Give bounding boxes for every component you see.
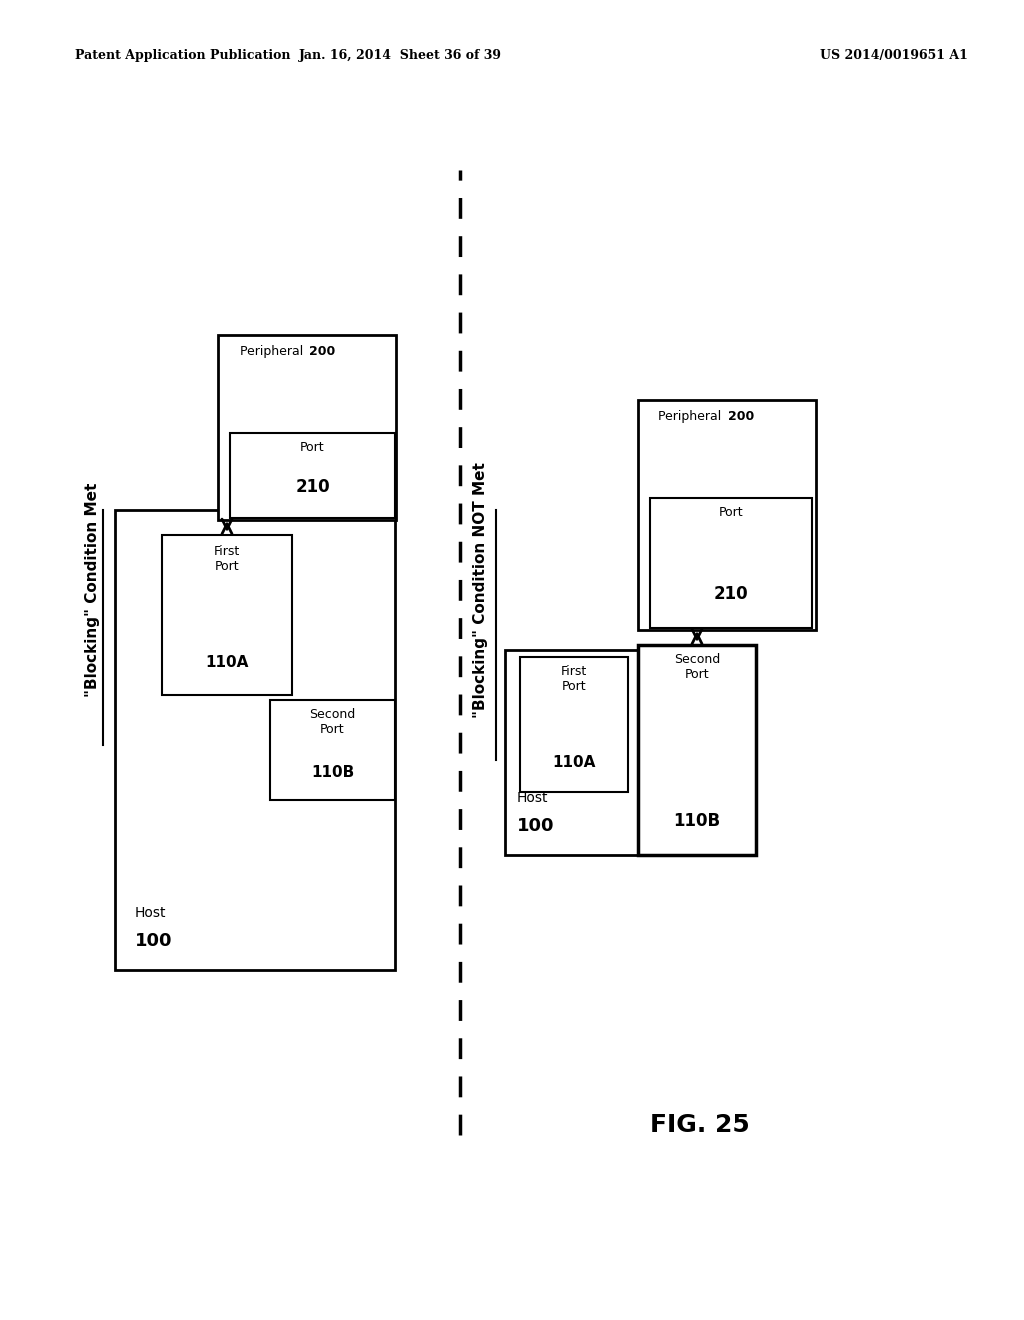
Bar	[230, 433, 395, 517]
Text: 110A: 110A	[206, 655, 249, 671]
Text: Port: Port	[719, 506, 743, 519]
Text: Patent Application Publication: Patent Application Publication	[75, 49, 291, 62]
Text: Second
Port: Second Port	[674, 653, 720, 681]
Bar	[270, 700, 395, 800]
Text: Peripheral: Peripheral	[657, 411, 725, 422]
Text: FIG. 25: FIG. 25	[650, 1113, 750, 1137]
Text: 200: 200	[728, 411, 755, 422]
Bar	[638, 400, 816, 630]
Text: 110B: 110B	[311, 766, 354, 780]
Text: Host: Host	[135, 906, 167, 920]
Text: Peripheral: Peripheral	[240, 345, 307, 358]
Text: Host: Host	[517, 791, 549, 805]
Bar	[162, 535, 292, 696]
Bar	[638, 645, 756, 855]
Text: Jan. 16, 2014  Sheet 36 of 39: Jan. 16, 2014 Sheet 36 of 39	[299, 49, 502, 62]
Text: Second
Port: Second Port	[309, 708, 355, 737]
Text: 110B: 110B	[674, 812, 721, 830]
Text: 200: 200	[309, 345, 335, 358]
Text: 210: 210	[295, 478, 330, 496]
Text: "Blocking" Condition NOT Met: "Blocking" Condition NOT Met	[472, 462, 487, 718]
Bar	[650, 498, 812, 628]
Text: 110A: 110A	[552, 755, 596, 770]
Bar	[505, 649, 753, 855]
Text: Port: Port	[300, 441, 325, 454]
Text: First
Port: First Port	[214, 545, 240, 573]
Bar	[520, 657, 628, 792]
Text: US 2014/0019651 A1: US 2014/0019651 A1	[820, 49, 968, 62]
Text: 100: 100	[517, 817, 555, 836]
Bar	[218, 335, 396, 520]
Text: First
Port: First Port	[561, 665, 587, 693]
Bar	[115, 510, 395, 970]
Text: 210: 210	[714, 585, 749, 603]
Text: "Blocking" Condition Met: "Blocking" Condition Met	[85, 483, 99, 697]
Text: 100: 100	[135, 932, 172, 950]
